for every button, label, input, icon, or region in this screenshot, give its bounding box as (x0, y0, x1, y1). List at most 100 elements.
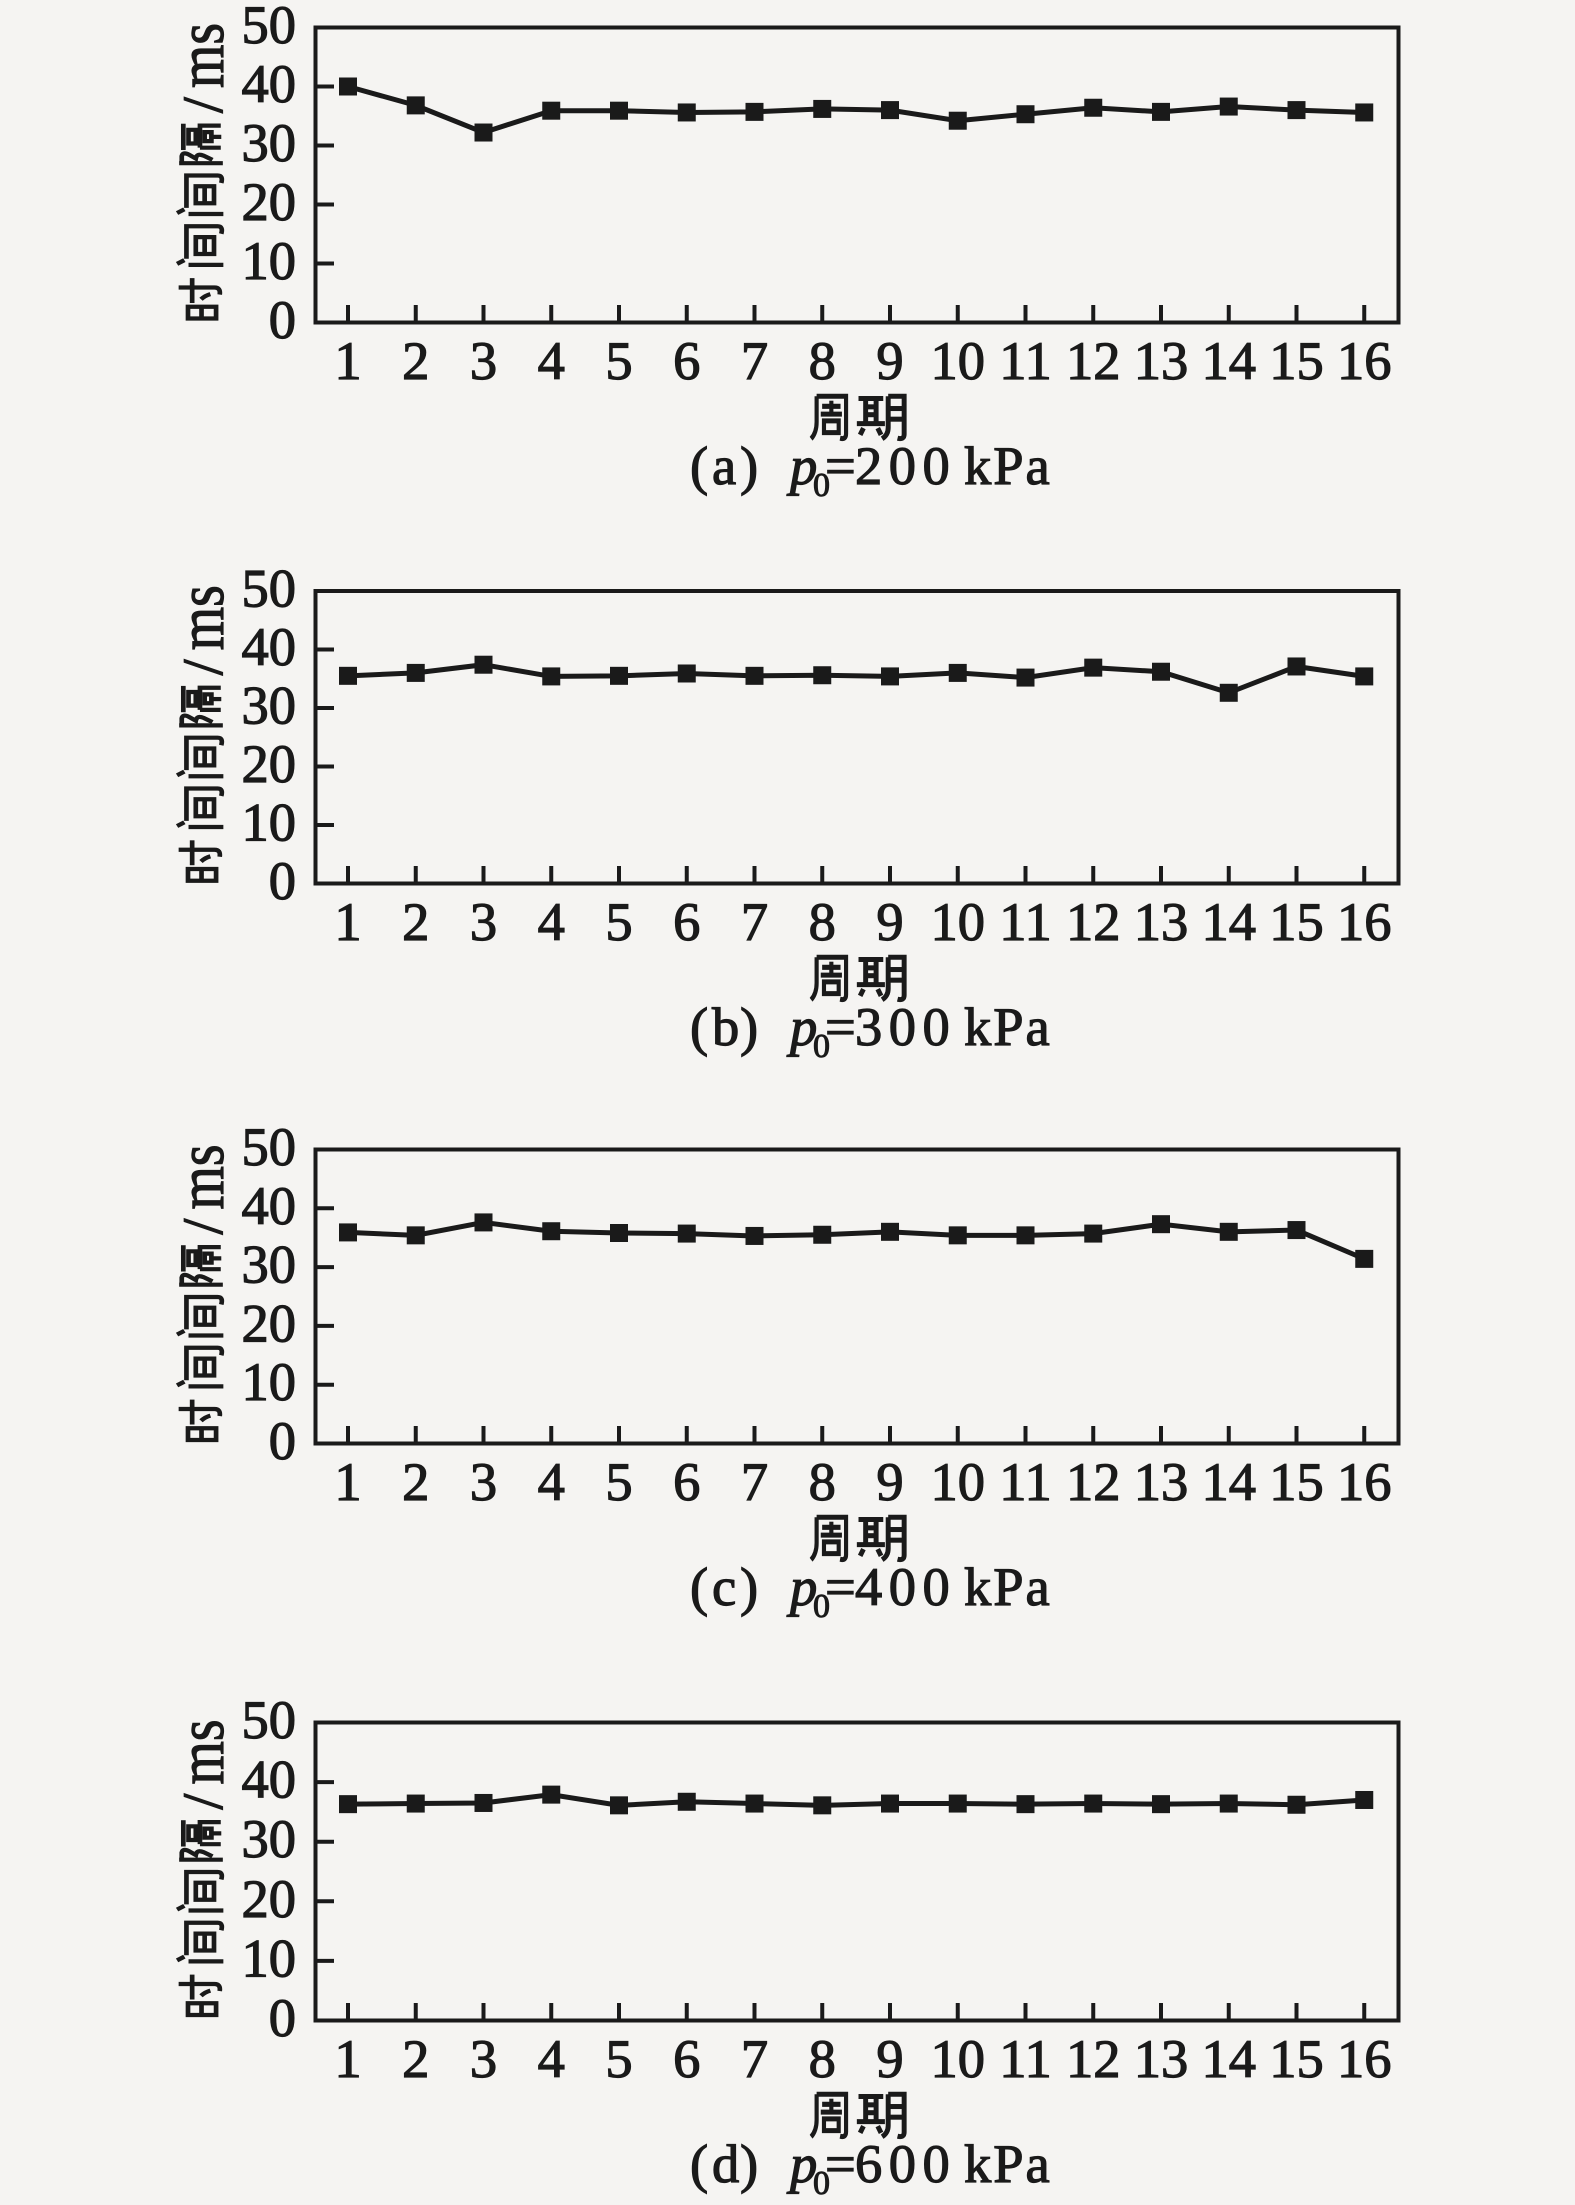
svg-text:8: 8 (809, 330, 836, 391)
svg-text:50: 50 (242, 1116, 297, 1177)
svg-text:): ) (740, 435, 758, 496)
svg-text:11: 11 (999, 2028, 1051, 2089)
svg-text:0: 0 (269, 289, 296, 350)
svg-text:0: 0 (269, 1987, 296, 2048)
svg-text:0: 0 (813, 2165, 830, 2202)
svg-text:kPa: kPa (964, 435, 1052, 496)
svg-text:/: / (172, 1794, 235, 1810)
svg-text:16: 16 (1337, 1451, 1392, 1512)
svg-text:4: 4 (538, 1451, 565, 1512)
svg-text:6: 6 (673, 330, 700, 391)
svg-text:11: 11 (999, 330, 1051, 391)
svg-text:11: 11 (999, 891, 1051, 952)
svg-text:3: 3 (470, 2028, 497, 2089)
svg-text:30: 30 (242, 112, 297, 173)
svg-text:(: ( (690, 1556, 708, 1617)
svg-text:10: 10 (931, 330, 986, 391)
svg-text:): ) (740, 2133, 758, 2194)
svg-text:ms: ms (165, 1720, 238, 1785)
svg-text:16: 16 (1337, 2028, 1392, 2089)
svg-text:kPa: kPa (964, 1556, 1052, 1617)
svg-text:30: 30 (242, 675, 297, 736)
svg-text:9: 9 (876, 891, 903, 952)
svg-text:8: 8 (809, 2028, 836, 2089)
svg-text:(: ( (690, 435, 708, 496)
svg-text:): ) (740, 996, 758, 1057)
svg-text:4: 4 (538, 330, 565, 391)
svg-text:1: 1 (334, 2028, 361, 2089)
svg-text:ms: ms (165, 23, 238, 88)
svg-text:5: 5 (605, 1451, 632, 1512)
svg-text:40: 40 (242, 1749, 297, 1810)
svg-text:0: 0 (269, 850, 296, 911)
svg-text:1: 1 (334, 891, 361, 952)
svg-text:=: = (825, 996, 856, 1057)
svg-text:3: 3 (470, 330, 497, 391)
svg-text:kPa: kPa (964, 996, 1052, 1057)
svg-text:5: 5 (605, 2028, 632, 2089)
svg-text:10: 10 (931, 1451, 986, 1512)
svg-text:d: d (712, 2133, 739, 2194)
svg-text:600: 600 (855, 2133, 956, 2194)
svg-text:/: / (172, 1219, 235, 1235)
svg-text:7: 7 (741, 891, 768, 952)
svg-text:kPa: kPa (964, 2133, 1052, 2194)
svg-text:6: 6 (673, 891, 700, 952)
svg-text:12: 12 (1066, 330, 1121, 391)
svg-text:c: c (712, 1556, 736, 1617)
svg-text:14: 14 (1202, 1451, 1257, 1512)
svg-text:7: 7 (741, 2028, 768, 2089)
svg-text:14: 14 (1202, 891, 1257, 952)
svg-text:(: ( (690, 996, 708, 1057)
svg-text:10: 10 (931, 2028, 986, 2089)
svg-text:6: 6 (673, 1451, 700, 1512)
svg-text:40: 40 (242, 616, 297, 677)
svg-text:200: 200 (855, 435, 956, 496)
svg-text:14: 14 (1202, 2028, 1257, 2089)
svg-text:(: ( (690, 2133, 708, 2194)
svg-text:p: p (786, 996, 817, 1057)
svg-text:15: 15 (1269, 330, 1324, 391)
svg-text:40: 40 (242, 1175, 297, 1236)
svg-text:40: 40 (242, 53, 297, 114)
svg-text:8: 8 (809, 1451, 836, 1512)
svg-text:8: 8 (809, 891, 836, 952)
svg-text:10: 10 (242, 1351, 297, 1412)
svg-text:ms: ms (165, 585, 238, 650)
svg-text:2: 2 (402, 1451, 429, 1512)
svg-text:13: 13 (1134, 2028, 1189, 2089)
svg-text:2: 2 (402, 330, 429, 391)
svg-text:3: 3 (470, 1451, 497, 1512)
svg-text:50: 50 (242, 0, 297, 55)
svg-text:6: 6 (673, 2028, 700, 2089)
svg-text:30: 30 (242, 1234, 297, 1295)
svg-text:12: 12 (1066, 2028, 1121, 2089)
svg-text:20: 20 (242, 733, 297, 794)
svg-text:p: p (786, 2133, 817, 2194)
svg-text:10: 10 (242, 792, 297, 853)
svg-text:p: p (786, 435, 817, 496)
svg-text:=: = (825, 435, 856, 496)
svg-text:=: = (825, 2133, 856, 2194)
svg-text:16: 16 (1337, 891, 1392, 952)
svg-text:1: 1 (334, 1451, 361, 1512)
svg-text:0: 0 (813, 1588, 830, 1625)
svg-text:15: 15 (1269, 2028, 1324, 2089)
svg-text:5: 5 (605, 330, 632, 391)
svg-text:16: 16 (1337, 330, 1392, 391)
svg-text:50: 50 (242, 558, 297, 619)
svg-text:0: 0 (813, 467, 830, 504)
svg-text:20: 20 (242, 1292, 297, 1353)
svg-text:4: 4 (538, 2028, 565, 2089)
svg-text:11: 11 (999, 1451, 1051, 1512)
svg-text:20: 20 (242, 171, 297, 232)
svg-text:0: 0 (269, 1410, 296, 1471)
svg-text:12: 12 (1066, 1451, 1121, 1512)
svg-text:/: / (172, 97, 235, 113)
svg-text:13: 13 (1134, 330, 1189, 391)
svg-text:50: 50 (242, 1689, 297, 1750)
svg-text:ms: ms (165, 1145, 238, 1210)
svg-text:2: 2 (402, 2028, 429, 2089)
svg-text:5: 5 (605, 891, 632, 952)
svg-text:10: 10 (242, 1927, 297, 1988)
